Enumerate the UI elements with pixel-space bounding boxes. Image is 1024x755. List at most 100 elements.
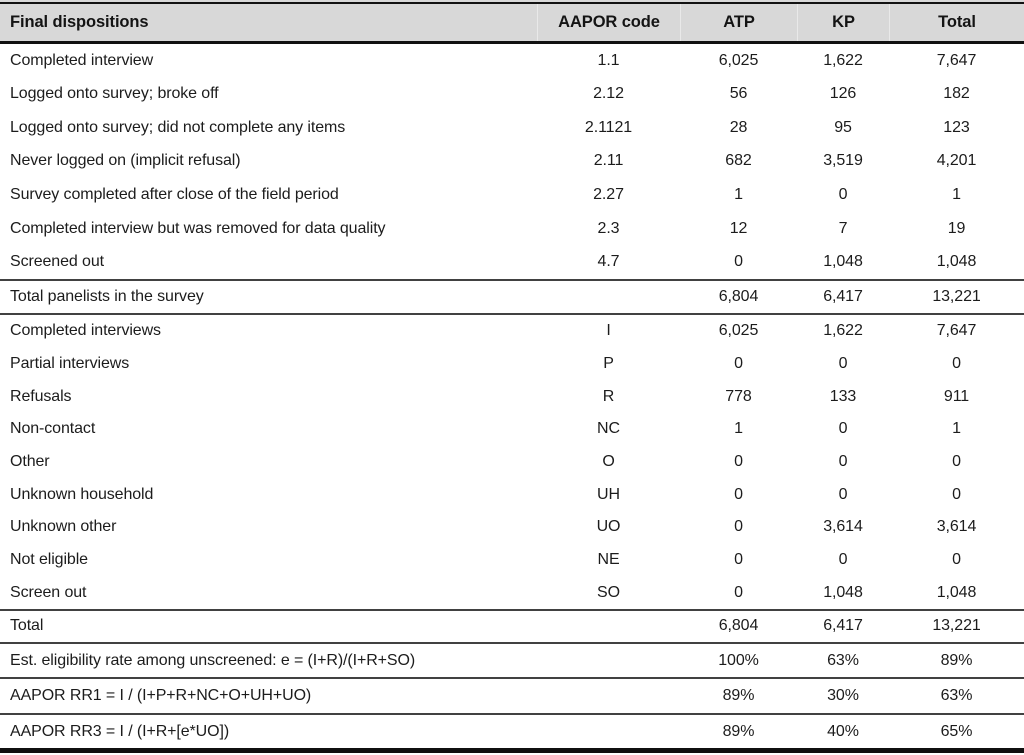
section-separator [0, 312, 1024, 315]
cell-total: 65% [940, 722, 973, 740]
cell-kp: 1,048 [823, 253, 863, 271]
cell-kp: 3,519 [823, 152, 863, 170]
cell-kp: 1,048 [823, 583, 863, 601]
cell-kp: 7 [838, 219, 848, 237]
bottom-white-strip [0, 753, 1024, 755]
table-row-refusals: Refusals R 778 133 911 [0, 380, 1024, 413]
cell-atp: 778 [725, 387, 752, 405]
cell-label: Survey completed after close of the fiel… [10, 186, 339, 204]
cell-atp: 12 [729, 219, 748, 237]
cell-label: Total panelists in the survey [10, 287, 204, 305]
cell-atp: 56 [729, 85, 748, 103]
cell-aapor-code: 2.3 [597, 219, 620, 237]
cell-label: Unknown other [10, 518, 117, 536]
cell-kp: 0 [838, 420, 848, 438]
cell-kp: 3,614 [823, 518, 863, 536]
cell-total: 1,048 [936, 583, 977, 601]
column-header-kp: KP [797, 4, 889, 41]
cell-kp: 126 [829, 85, 857, 103]
cell-kp: 1,622 [823, 322, 863, 340]
cell-aapor-code: I [606, 322, 611, 340]
cell-atp: 0 [734, 518, 743, 536]
cell-aapor-code: 4.7 [597, 253, 620, 271]
cell-aapor-code: SO [597, 583, 620, 601]
column-header-final-dispositions: Final dispositions [10, 13, 149, 31]
cell-total: 1 [952, 186, 961, 204]
cell-atp: 1 [734, 420, 743, 438]
cell-atp: 100% [718, 651, 759, 669]
cell-aapor-code: P [603, 354, 614, 372]
cell-label: Completed interview but was removed for … [10, 219, 386, 237]
section-separator [0, 712, 1024, 715]
cell-label: Completed interview [10, 51, 154, 69]
cell-total: 911 [943, 387, 970, 405]
table-row-removed-data-quality: Completed interview but was removed for … [0, 212, 1024, 246]
cell-label: Unknown household [10, 485, 154, 503]
table-row-screened-out: Screened out 4.7 0 1,048 1,048 [0, 245, 1024, 279]
table-row-screen-out-so: Screen out SO 0 1,048 1,048 [0, 576, 1024, 609]
table-row-eligibility-rate: Est. eligibility rate among unscreened: … [0, 644, 1024, 678]
cell-aapor-code: 2.27 [593, 186, 624, 204]
cell-kp: 0 [838, 354, 848, 372]
cell-aapor-code: NC [597, 420, 620, 438]
cell-kp: 30% [827, 687, 859, 705]
section-separator [0, 677, 1024, 680]
cell-atp: 6,804 [718, 617, 759, 635]
cell-kp: 6,417 [823, 617, 863, 635]
cell-total: 3,614 [936, 518, 977, 536]
cell-kp: 133 [829, 387, 857, 405]
cell-label: AAPOR RR1 = I / (I+P+R+NC+O+UH+UO) [10, 687, 312, 705]
cell-total: 7,647 [936, 322, 977, 340]
cell-label: Logged onto survey; did not complete any… [10, 118, 346, 136]
cell-total: 63% [940, 687, 973, 705]
table-row-total-panelists: Total panelists in the survey 6,804 6,41… [0, 281, 1024, 313]
cell-atp: 6,025 [718, 322, 759, 340]
cell-aapor-code: 2.12 [593, 85, 624, 103]
cell-atp: 0 [734, 550, 743, 568]
cell-atp: 0 [734, 354, 743, 372]
cell-total: 0 [952, 452, 961, 470]
cell-atp: 0 [734, 452, 743, 470]
cell-atp: 0 [734, 253, 743, 271]
cell-total: 182 [943, 85, 970, 103]
cell-kp: 95 [834, 118, 852, 136]
section-separator [0, 608, 1024, 611]
table-row-after-field-period: Survey completed after close of the fiel… [0, 178, 1024, 212]
table-row-grand-total: Total 6,804 6,417 13,221 [0, 611, 1024, 642]
table-bottom-rule [0, 748, 1024, 754]
cell-atp: 6,804 [718, 287, 759, 305]
cell-aapor-code: UH [597, 485, 620, 503]
table-row-not-eligible: Not eligible NE 0 0 0 [0, 544, 1024, 577]
table-header-row: Final dispositions AAPOR code ATP KP Tot… [0, 2, 1024, 41]
cell-kp: 0 [838, 550, 848, 568]
table-row-completed-interviews-i: Completed interviews I 6,025 1,622 7,647 [0, 315, 1024, 348]
table-row-unknown-other: Unknown other UO 0 3,614 3,614 [0, 511, 1024, 544]
cell-atp: 89% [722, 722, 755, 740]
cell-atp: 0 [734, 583, 743, 601]
cell-atp: 28 [729, 118, 748, 136]
table-row-aapor-rr3: AAPOR RR3 = I / (I+R+[e*UO]) 89% 40% 65% [0, 715, 1024, 749]
cell-label: Screen out [10, 583, 87, 601]
cell-total: 89% [940, 651, 973, 669]
cell-total: 13,221 [932, 617, 981, 635]
cell-total: 7,647 [936, 51, 977, 69]
cell-label: Total [10, 617, 44, 635]
table-row-aapor-rr1: AAPOR RR1 = I / (I+P+R+NC+O+UH+UO) 89% 3… [0, 679, 1024, 713]
cell-atp: 0 [734, 485, 743, 503]
cell-aapor-code: 1.1 [597, 51, 620, 69]
cell-kp: 0 [838, 452, 848, 470]
cell-kp: 6,417 [823, 287, 863, 305]
table-row-no-items-completed: Logged onto survey; did not complete any… [0, 111, 1024, 145]
cell-total: 123 [943, 118, 970, 136]
cell-aapor-code: 2.1121 [584, 118, 633, 136]
table-row-other: Other O 0 0 0 [0, 446, 1024, 479]
cell-kp: 1,622 [823, 51, 863, 69]
cell-aapor-code: UO [596, 518, 621, 536]
header-bottom-rule [0, 41, 1024, 44]
cell-total: 0 [952, 550, 961, 568]
table-row-partial-interviews: Partial interviews P 0 0 0 [0, 348, 1024, 381]
cell-total: 13,221 [932, 287, 981, 305]
cell-label: Not eligible [10, 550, 88, 568]
column-header-aapor-code: AAPOR code [537, 4, 680, 41]
